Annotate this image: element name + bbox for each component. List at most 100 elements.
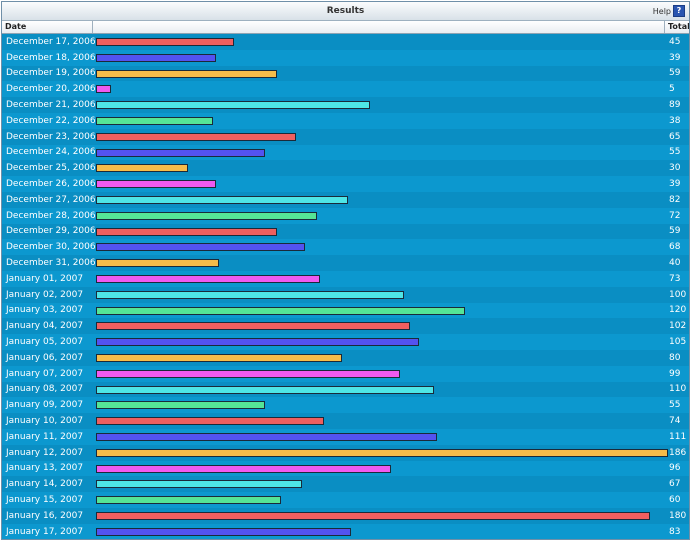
table-row: December 30, 2006 68 [2, 239, 689, 256]
table-row: January 09, 2007 55 [2, 397, 689, 414]
row-bar [96, 511, 650, 520]
table-row: December 24, 2006 55 [2, 144, 689, 161]
row-bar [96, 480, 302, 489]
row-bar [96, 369, 400, 378]
column-header-bar [93, 21, 665, 33]
row-date: December 28, 2006 [6, 210, 96, 221]
table-row: December 19, 2006 59 [2, 65, 689, 82]
row-total: 73 [669, 273, 681, 284]
table-row: January 08, 2007 110 [2, 381, 689, 398]
table-header: Date Total [2, 21, 689, 34]
table-row: January 03, 2007 120 [2, 302, 689, 319]
row-bar [96, 211, 317, 220]
row-date: January 06, 2007 [6, 352, 84, 363]
row-total: 39 [669, 52, 681, 63]
table-row: December 22, 2006 38 [2, 112, 689, 129]
row-date: December 20, 2006 [6, 84, 96, 95]
table-row: January 02, 2007 100 [2, 286, 689, 303]
title-bar: Results Help ? [2, 2, 689, 21]
row-date: January 01, 2007 [6, 273, 84, 284]
results-table-body: December 17, 2006 45 December 18, 2006 39 De… [2, 34, 689, 539]
row-date: January 12, 2007 [6, 447, 84, 458]
table-row: December 21, 2006 89 [2, 97, 689, 113]
row-total: 55 [669, 400, 681, 411]
row-total: 30 [669, 163, 681, 174]
row-date: January 15, 2007 [6, 495, 84, 505]
row-total: 68 [669, 242, 681, 253]
table-row: December 17, 2006 45 [2, 34, 689, 50]
help-label: Help [652, 6, 671, 16]
table-row: January 07, 2007 99 [2, 365, 689, 382]
row-date: December 23, 2006 [6, 131, 96, 142]
row-bar [96, 180, 216, 189]
row-bar [96, 101, 370, 110]
table-row: January 05, 2007 105 [2, 334, 689, 350]
row-total: 45 [669, 36, 681, 47]
row-total: 67 [669, 479, 681, 490]
row-date: December 26, 2006 [6, 179, 96, 190]
row-total: 89 [669, 100, 681, 111]
row-bar [96, 464, 391, 473]
row-date: December 25, 2006 [6, 163, 96, 174]
table-row: December 18, 2006 39 [2, 49, 689, 66]
row-date: December 29, 2006 [6, 226, 96, 237]
row-total: 110 [669, 384, 687, 395]
row-total: 39 [669, 179, 681, 190]
table-row: January 10, 2007 74 [2, 413, 689, 429]
row-bar [96, 496, 281, 505]
row-bar [96, 338, 419, 347]
row-date: January 07, 2007 [6, 368, 84, 379]
table-row: December 23, 2006 65 [2, 128, 689, 145]
row-total: 55 [669, 147, 681, 158]
row-date: December 19, 2006 [6, 68, 96, 79]
row-total: 5 [669, 84, 675, 95]
row-date: December 18, 2006 [6, 52, 96, 63]
row-bar [96, 164, 188, 173]
row-bar [96, 259, 219, 268]
row-bar [96, 116, 213, 125]
row-date: January 04, 2007 [6, 321, 84, 332]
row-date: January 02, 2007 [6, 289, 84, 300]
row-date: December 31, 2006 [6, 258, 96, 269]
table-row: January 13, 2007 96 [2, 460, 689, 477]
row-bar [96, 132, 296, 141]
table-row: December 25, 2006 30 [2, 160, 689, 177]
row-total: 80 [669, 352, 681, 363]
row-date: January 03, 2007 [6, 305, 84, 316]
row-total: 100 [669, 289, 687, 300]
row-bar [96, 353, 342, 362]
table-row: January 16, 2007 180 [2, 507, 689, 524]
help-icon[interactable]: ? [673, 5, 685, 17]
row-total: 60 [669, 495, 681, 505]
help-button[interactable]: Help ? [653, 5, 685, 17]
row-bar [96, 527, 351, 536]
table-row: January 06, 2007 80 [2, 349, 689, 366]
row-bar [96, 243, 305, 252]
row-total: 180 [669, 510, 687, 521]
column-header-total[interactable]: Total [668, 22, 690, 31]
row-bar [96, 38, 234, 46]
row-total: 38 [669, 115, 681, 126]
row-bar [96, 195, 348, 204]
table-row: January 14, 2007 67 [2, 476, 689, 493]
row-date: January 11, 2007 [6, 431, 84, 442]
row-total: 72 [669, 210, 681, 221]
row-date: January 09, 2007 [6, 400, 84, 411]
row-date: January 16, 2007 [6, 510, 84, 521]
row-total: 111 [669, 431, 687, 442]
row-date: January 14, 2007 [6, 479, 84, 490]
row-total: 120 [669, 305, 687, 316]
row-bar [96, 432, 437, 441]
table-row: January 12, 2007 186 [2, 444, 689, 461]
row-bar [96, 306, 465, 315]
row-date: December 24, 2006 [6, 147, 96, 158]
table-row: December 28, 2006 72 [2, 207, 689, 224]
row-bar [96, 401, 265, 410]
column-header-date[interactable]: Date [2, 21, 93, 33]
row-bar [96, 69, 277, 78]
row-date: December 22, 2006 [6, 115, 96, 126]
table-row: December 27, 2006 82 [2, 191, 689, 208]
row-date: December 27, 2006 [6, 194, 96, 205]
row-bar [96, 274, 320, 283]
